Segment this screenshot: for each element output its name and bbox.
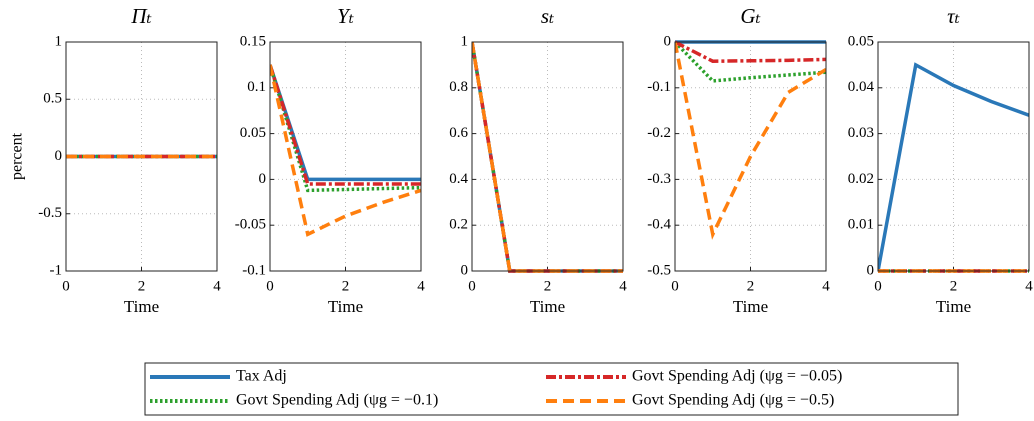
series-line	[472, 41, 623, 273]
y-axis-label: percent	[9, 132, 26, 180]
y-tick-label: 0.2	[449, 217, 468, 233]
y-tick-label: 0.5	[43, 91, 62, 107]
y-tick-label: -0.3	[647, 171, 671, 187]
y-tick-label: -0.5	[38, 205, 62, 221]
x-tick-label: 2	[747, 278, 755, 294]
axes-box	[65, 41, 218, 272]
legend: Tax Adj Govt Spending Adj (ψg = −0.1) Govt…	[144, 362, 959, 416]
panel: 0 0.01 0.02 0.03 0.04 0.05 0 2 4 τₜ Time	[848, 4, 1034, 316]
y-tick-label: 0.1	[247, 79, 266, 95]
series-line	[675, 40, 826, 63]
y-tick-label: 0.05	[848, 33, 874, 49]
panel: -0.1 -0.05 0 0.05 0.1 0.15 0 2 4 Yₜ Time	[235, 4, 426, 316]
y-tick-label: 0.02	[848, 171, 874, 187]
x-tick-label: 0	[468, 278, 476, 294]
x-tick-label: 0	[266, 278, 274, 294]
legend-label: Tax Adj	[236, 368, 287, 385]
x-tick-label: 2	[138, 278, 146, 294]
x-tick-label: 4	[213, 278, 221, 294]
y-tick-label: 0.15	[240, 33, 266, 49]
y-tick-label: 0.8	[449, 79, 468, 95]
panel: -1 -0.5 0 0.5 1 0 2 4 Πₜ Time percent	[9, 4, 222, 316]
x-axis-label: Time	[328, 297, 363, 316]
x-axis-label: Time	[936, 297, 971, 316]
y-tick-label: -1	[50, 262, 63, 278]
plot-area	[878, 42, 1029, 271]
y-tick-label: 1	[461, 33, 469, 49]
x-axis-label: Time	[124, 297, 159, 316]
x-tick-label: 2	[950, 278, 958, 294]
x-tick-label: 0	[874, 278, 882, 294]
x-tick-label: 4	[619, 278, 627, 294]
axes-box	[674, 41, 827, 272]
legend-label: Govt Spending Adj (ψg = −0.05)	[632, 368, 842, 385]
y-tick-label: 0.03	[848, 125, 874, 141]
y-tick-label: 0.01	[848, 217, 874, 233]
legend-label: Govt Spending Adj (ψg = −0.1)	[236, 392, 438, 409]
chart-title: Gₜ	[740, 4, 760, 28]
panel: -0.5 -0.4 -0.3 -0.2 -0.1 0 0 2 4 Gₜ Time	[647, 4, 830, 316]
y-tick-label: -0.4	[647, 217, 671, 233]
x-tick-label: 0	[62, 278, 70, 294]
plot-area	[270, 42, 421, 271]
x-axis-label: Time	[733, 297, 768, 316]
y-tick-label: 0.05	[240, 125, 266, 141]
y-tick-label: 0	[55, 148, 63, 164]
y-tick-label: 0	[867, 262, 875, 278]
series-line	[675, 40, 826, 83]
y-tick-label: -0.1	[647, 79, 671, 95]
y-tick-label: 0.4	[449, 171, 468, 187]
series-line	[675, 41, 826, 240]
y-tick-label: 1	[55, 33, 63, 49]
chart-title: Yₜ	[337, 4, 354, 28]
axes-box	[269, 41, 422, 272]
x-tick-label: 4	[417, 278, 425, 294]
y-tick-label: 0	[259, 171, 267, 187]
y-tick-label: -0.2	[647, 125, 671, 141]
panel: 0 0.2 0.4 0.6 0.8 1 0 2 4 sₜ Time	[449, 4, 627, 316]
x-axis-label: Time	[530, 297, 565, 316]
chart-title: Πₜ	[130, 4, 151, 28]
x-tick-label: 4	[1025, 278, 1033, 294]
y-tick-label: 0	[664, 33, 672, 49]
plot-area	[472, 42, 623, 271]
y-tick-label: -0.5	[647, 262, 671, 278]
legend-box	[144, 362, 959, 416]
x-tick-label: 2	[544, 278, 552, 294]
axes-box	[471, 41, 624, 272]
series-line	[270, 64, 421, 186]
y-tick-label: 0.6	[449, 125, 468, 141]
legend-label: Govt Spending Adj (ψg = −0.5)	[632, 392, 834, 409]
series-line	[270, 64, 421, 193]
y-tick-label: 0	[461, 262, 469, 278]
chart-title: sₜ	[541, 4, 554, 28]
y-tick-label: -0.1	[242, 262, 266, 278]
x-tick-label: 4	[822, 278, 830, 294]
y-tick-label: -0.05	[235, 217, 266, 233]
axes-box	[877, 41, 1030, 272]
y-tick-label: 0.04	[848, 79, 875, 95]
series-line	[878, 62, 1029, 272]
x-tick-label: 2	[342, 278, 350, 294]
x-tick-label: 0	[671, 278, 679, 294]
chart-title: τₜ	[947, 4, 960, 28]
